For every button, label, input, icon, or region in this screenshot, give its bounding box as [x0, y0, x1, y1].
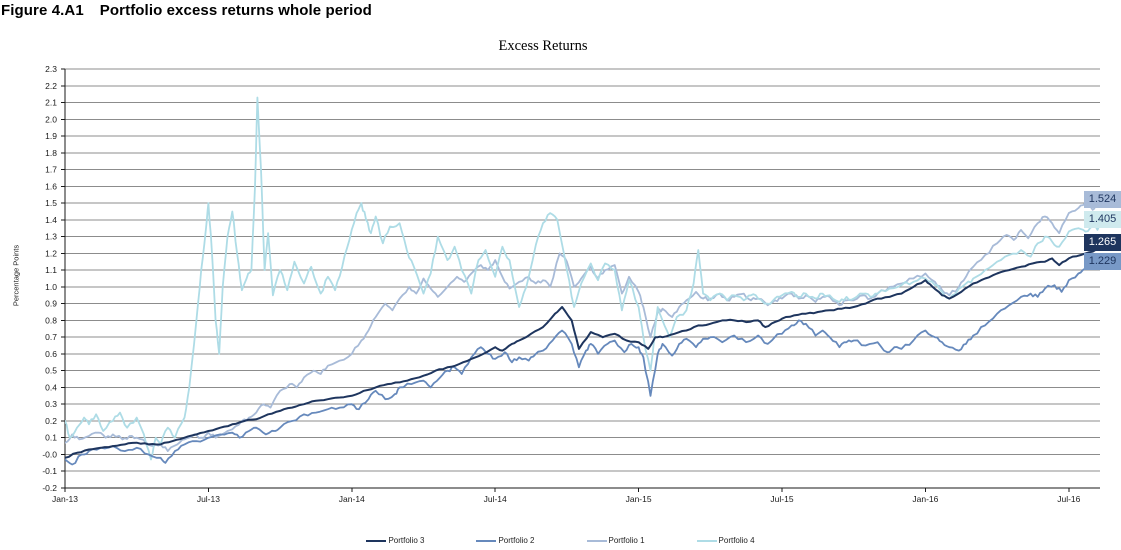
- series-line-portfolio-1: [65, 200, 1100, 452]
- chart-title: Excess Returns: [498, 38, 588, 54]
- legend-label: Portfolio 1: [608, 536, 645, 545]
- y-tick-label: 0.5: [45, 366, 57, 376]
- y-tick-label: 1.0: [45, 282, 57, 292]
- chart-legend: Portfolio 3 Portfolio 2 Portfolio 1 Port…: [0, 536, 1121, 545]
- y-tick-label: 2.0: [45, 114, 57, 124]
- figure-title: Portfolio excess returns whole period: [99, 2, 372, 19]
- x-tick-label: Jan-13: [52, 494, 78, 504]
- y-tick-label: 1.7: [45, 165, 57, 175]
- x-tick-label: Jul-14: [484, 494, 507, 504]
- y-tick-label: 1.4: [45, 215, 57, 225]
- y-tick-label: 2.1: [45, 98, 57, 108]
- end-value-label-portfolio-4: 1.405: [1084, 210, 1121, 228]
- y-tick-label: 0.4: [45, 382, 57, 392]
- end-value-label-portfolio-3: 1.265: [1084, 233, 1121, 251]
- legend-swatch-portfolio-4: [696, 539, 717, 542]
- series-line-portfolio-3: [65, 245, 1100, 459]
- y-tick-label: 2.2: [45, 81, 57, 91]
- x-tick-label: Jul-16: [1057, 494, 1080, 504]
- legend-label: Portfolio 3: [388, 536, 425, 545]
- legend-item-portfolio-1: Portfolio 1: [586, 536, 645, 545]
- y-tick-label: 0.9: [45, 299, 57, 309]
- y-tick-label: 1.5: [45, 198, 57, 208]
- legend-item-portfolio-3: Portfolio 3: [366, 536, 424, 545]
- end-value-label-portfolio-1: 1.524: [1084, 190, 1121, 208]
- end-value-label-portfolio-2: 1.229: [1084, 252, 1121, 270]
- y-tick-label: 0.2: [45, 416, 57, 426]
- x-tick-label: Jan-15: [626, 494, 652, 504]
- y-tick-label: 0.6: [45, 349, 57, 359]
- x-tick-label: Jan-14: [339, 494, 365, 504]
- figure-caption: Figure 4.A1 Portfolio excess returns whol…: [1, 2, 372, 19]
- y-tick-label: -0.2: [42, 483, 57, 493]
- y-tick-label: -0.1: [42, 466, 57, 476]
- y-tick-label: 1.2: [45, 248, 57, 258]
- y-tick-label: 1.3: [45, 232, 57, 242]
- y-tick-label: 1.8: [45, 148, 57, 158]
- legend-label: Portfolio 2: [498, 536, 535, 545]
- legend-swatch-portfolio-2: [476, 539, 497, 542]
- figure-number: Figure 4.A1: [1, 2, 84, 19]
- y-tick-label: 0.3: [45, 399, 57, 409]
- x-tick-label: Jan-16: [912, 494, 938, 504]
- legend-item-portfolio-2: Portfolio 2: [476, 536, 535, 545]
- y-tick-label: 0.8: [45, 315, 57, 325]
- series-line-portfolio-2: [65, 254, 1100, 466]
- y-tick-label: -0.0: [42, 449, 57, 459]
- series-line-portfolio-4: [65, 96, 1100, 461]
- legend-item-portfolio-4: Portfolio 4: [696, 536, 755, 545]
- legend-label: Portfolio 4: [718, 536, 755, 545]
- x-tick-label: Jul-13: [197, 494, 220, 504]
- legend-swatch-portfolio-1: [586, 539, 607, 542]
- x-tick-label: Jul-15: [770, 494, 793, 504]
- y-tick-label: 0.7: [45, 332, 57, 342]
- y-tick-label: 1.9: [45, 131, 57, 141]
- y-tick-label: 1.1: [45, 265, 57, 275]
- y-tick-label: 1.6: [45, 181, 57, 191]
- y-tick-label: 0.1: [45, 433, 57, 443]
- y-tick-label: 2.3: [45, 64, 57, 74]
- legend-swatch-portfolio-3: [366, 539, 387, 542]
